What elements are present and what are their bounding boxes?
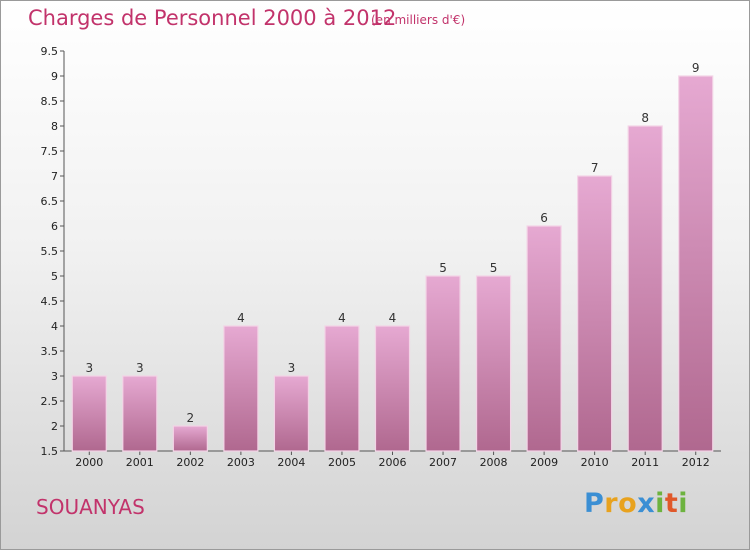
- bar-value-label: 2: [187, 411, 195, 425]
- bar-outline: [526, 225, 562, 452]
- x-tick-label: 2006: [379, 456, 407, 469]
- bar: [375, 326, 410, 451]
- bar-outline: [577, 175, 613, 452]
- y-tick-label: 8: [51, 120, 58, 133]
- bar: [274, 376, 309, 451]
- bar: [324, 326, 359, 451]
- y-tick-label: 6.5: [41, 195, 59, 208]
- x-tick-label: 2011: [631, 456, 659, 469]
- bar-outline: [475, 275, 512, 452]
- chart-value-labels: 3 3 2 4 3 4 4 5 5 6 7 8 9: [85, 61, 699, 425]
- logo-letter: i: [678, 488, 689, 519]
- y-tick-label: 4.5: [41, 295, 59, 308]
- bar-value-label: 4: [237, 311, 245, 325]
- y-tick-label: 9.5: [41, 45, 59, 58]
- y-tick-label: 7.5: [41, 145, 59, 158]
- y-tick-label: 7: [51, 170, 58, 183]
- bar-value-label: 5: [490, 261, 498, 275]
- y-tick-label: 2: [51, 420, 58, 433]
- bar-value-label: 7: [591, 161, 599, 175]
- x-tick-label: 2009: [530, 456, 558, 469]
- bar-outline: [627, 125, 663, 452]
- bar-outline: [374, 325, 411, 452]
- bar-value-label: 3: [136, 361, 144, 375]
- bar: [678, 76, 713, 451]
- bar-outline: [71, 375, 107, 452]
- x-tick-label: 2000: [75, 456, 103, 469]
- y-tick-label: 3: [51, 370, 58, 383]
- bar-value-label: 6: [540, 211, 548, 225]
- bar-outline: [223, 325, 259, 452]
- bar-outline: [678, 75, 714, 452]
- bar-outline: [122, 375, 158, 452]
- x-tick-label: 2008: [480, 456, 508, 469]
- x-tick-label: 2010: [581, 456, 609, 469]
- x-tick-label: 2002: [176, 456, 204, 469]
- logo-letter: r: [604, 488, 619, 519]
- x-tick-label: 2003: [227, 456, 255, 469]
- y-tick-label: 9: [51, 70, 58, 83]
- commune-name: SOUANYAS: [36, 495, 145, 519]
- y-tick-label: 2.5: [41, 395, 59, 408]
- y-tick-label: 5: [51, 270, 58, 283]
- bar-outline: [324, 325, 360, 452]
- bar: [577, 176, 612, 451]
- logo-letter: x: [637, 488, 656, 519]
- x-tick-label: 2004: [277, 456, 305, 469]
- bar-value-label: 9: [692, 61, 700, 75]
- bar: [426, 276, 461, 451]
- bar: [122, 376, 157, 451]
- logo-letter: i: [655, 488, 665, 519]
- x-tick-label: 2005: [328, 456, 356, 469]
- bar: [223, 326, 258, 451]
- y-tick-label: 8.5: [41, 95, 59, 108]
- logo-letter: t: [664, 488, 679, 519]
- x-tick-label: 2001: [126, 456, 154, 469]
- bar-value-label: 3: [288, 361, 296, 375]
- chart-subtitle: (en milliers d'€): [371, 13, 466, 27]
- logo-letter: o: [618, 488, 638, 519]
- bar-value-label: 4: [338, 311, 346, 325]
- bar-outline: [425, 275, 461, 452]
- bar: [527, 226, 562, 451]
- bar-value-label: 3: [85, 361, 93, 375]
- proxiti-logo: Proxiti: [584, 488, 688, 519]
- x-tick-label: 2012: [682, 456, 710, 469]
- x-tick-label: 2007: [429, 456, 457, 469]
- logo-letter: P: [584, 488, 605, 519]
- chart-axes: 1.5 2 2.5 3 3.5 4 4.5 5 5.5 6 6.5 7 7.5 8 8.5 9 9.5 2000 2…: [41, 45, 721, 469]
- bar-value-label: 8: [641, 111, 649, 125]
- bar: [628, 126, 663, 451]
- chart-bars: [71, 75, 714, 452]
- y-tick-label: 4: [51, 320, 58, 333]
- bar-value-label: 5: [439, 261, 447, 275]
- y-tick-label: 3.5: [41, 345, 59, 358]
- bar: [476, 276, 511, 451]
- bar: [173, 426, 208, 451]
- y-tick-label: 6: [51, 220, 58, 233]
- y-tick-label: 1.5: [41, 445, 59, 458]
- chart-title: Charges de Personnel 2000 à 2012: [28, 6, 397, 30]
- bar-value-label: 4: [389, 311, 397, 325]
- y-tick-label: 5.5: [41, 245, 59, 258]
- bar-outline: [172, 425, 208, 452]
- bar-outline: [273, 375, 310, 452]
- bar: [72, 376, 107, 451]
